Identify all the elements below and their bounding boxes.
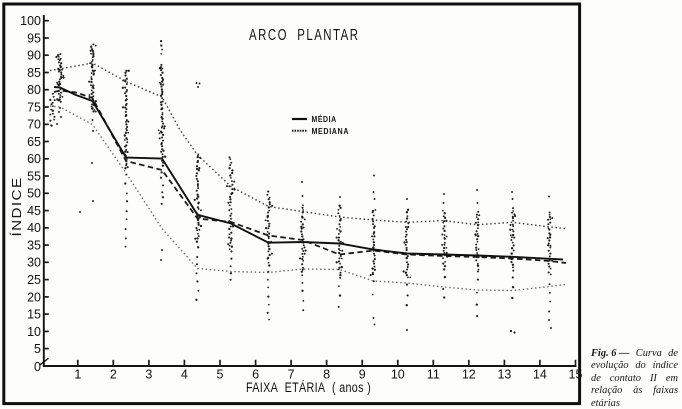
svg-text:50: 50 [27, 187, 41, 201]
svg-text:13: 13 [497, 368, 511, 382]
svg-text:10: 10 [27, 325, 41, 339]
svg-text:4: 4 [181, 368, 188, 382]
svg-text:5: 5 [217, 368, 224, 382]
svg-text:7: 7 [288, 368, 295, 382]
svg-text:ARCO PLANTAR: ARCO PLANTAR [249, 27, 360, 44]
svg-text:14: 14 [533, 368, 547, 382]
svg-text:100: 100 [20, 14, 41, 28]
svg-text:20: 20 [27, 290, 41, 304]
svg-text:60: 60 [27, 152, 41, 166]
svg-text:65: 65 [27, 135, 41, 149]
svg-text:40: 40 [27, 221, 41, 235]
svg-text:85: 85 [27, 66, 41, 80]
svg-text:9: 9 [359, 368, 366, 382]
svg-text:5: 5 [34, 342, 41, 356]
svg-text:12: 12 [462, 368, 476, 382]
svg-text:55: 55 [27, 169, 41, 183]
svg-text:MÉDIA: MÉDIA [312, 114, 337, 124]
svg-text:45: 45 [27, 204, 41, 218]
svg-text:MEDIANA: MEDIANA [312, 126, 350, 136]
svg-text:15: 15 [569, 368, 583, 382]
svg-text:10: 10 [391, 368, 405, 382]
svg-text:8: 8 [323, 368, 330, 382]
svg-text:ÍNDICE: ÍNDICE [9, 177, 24, 237]
svg-text:35: 35 [27, 239, 41, 253]
svg-text:3: 3 [145, 368, 152, 382]
svg-text:25: 25 [27, 273, 41, 287]
svg-text:80: 80 [27, 83, 41, 97]
svg-text:1: 1 [74, 368, 81, 382]
svg-text:75: 75 [27, 100, 41, 114]
svg-text:30: 30 [27, 256, 41, 270]
svg-text:FAIXA ETÁRIA ( anos ): FAIXA ETÁRIA ( anos ) [246, 380, 371, 395]
svg-text:90: 90 [27, 49, 41, 63]
svg-text:2: 2 [110, 368, 117, 382]
svg-text:0: 0 [34, 360, 41, 374]
svg-text:11: 11 [427, 368, 440, 382]
svg-text:6: 6 [252, 368, 259, 382]
svg-text:70: 70 [27, 118, 41, 132]
svg-text:15: 15 [27, 308, 41, 322]
svg-text:95: 95 [27, 31, 41, 45]
